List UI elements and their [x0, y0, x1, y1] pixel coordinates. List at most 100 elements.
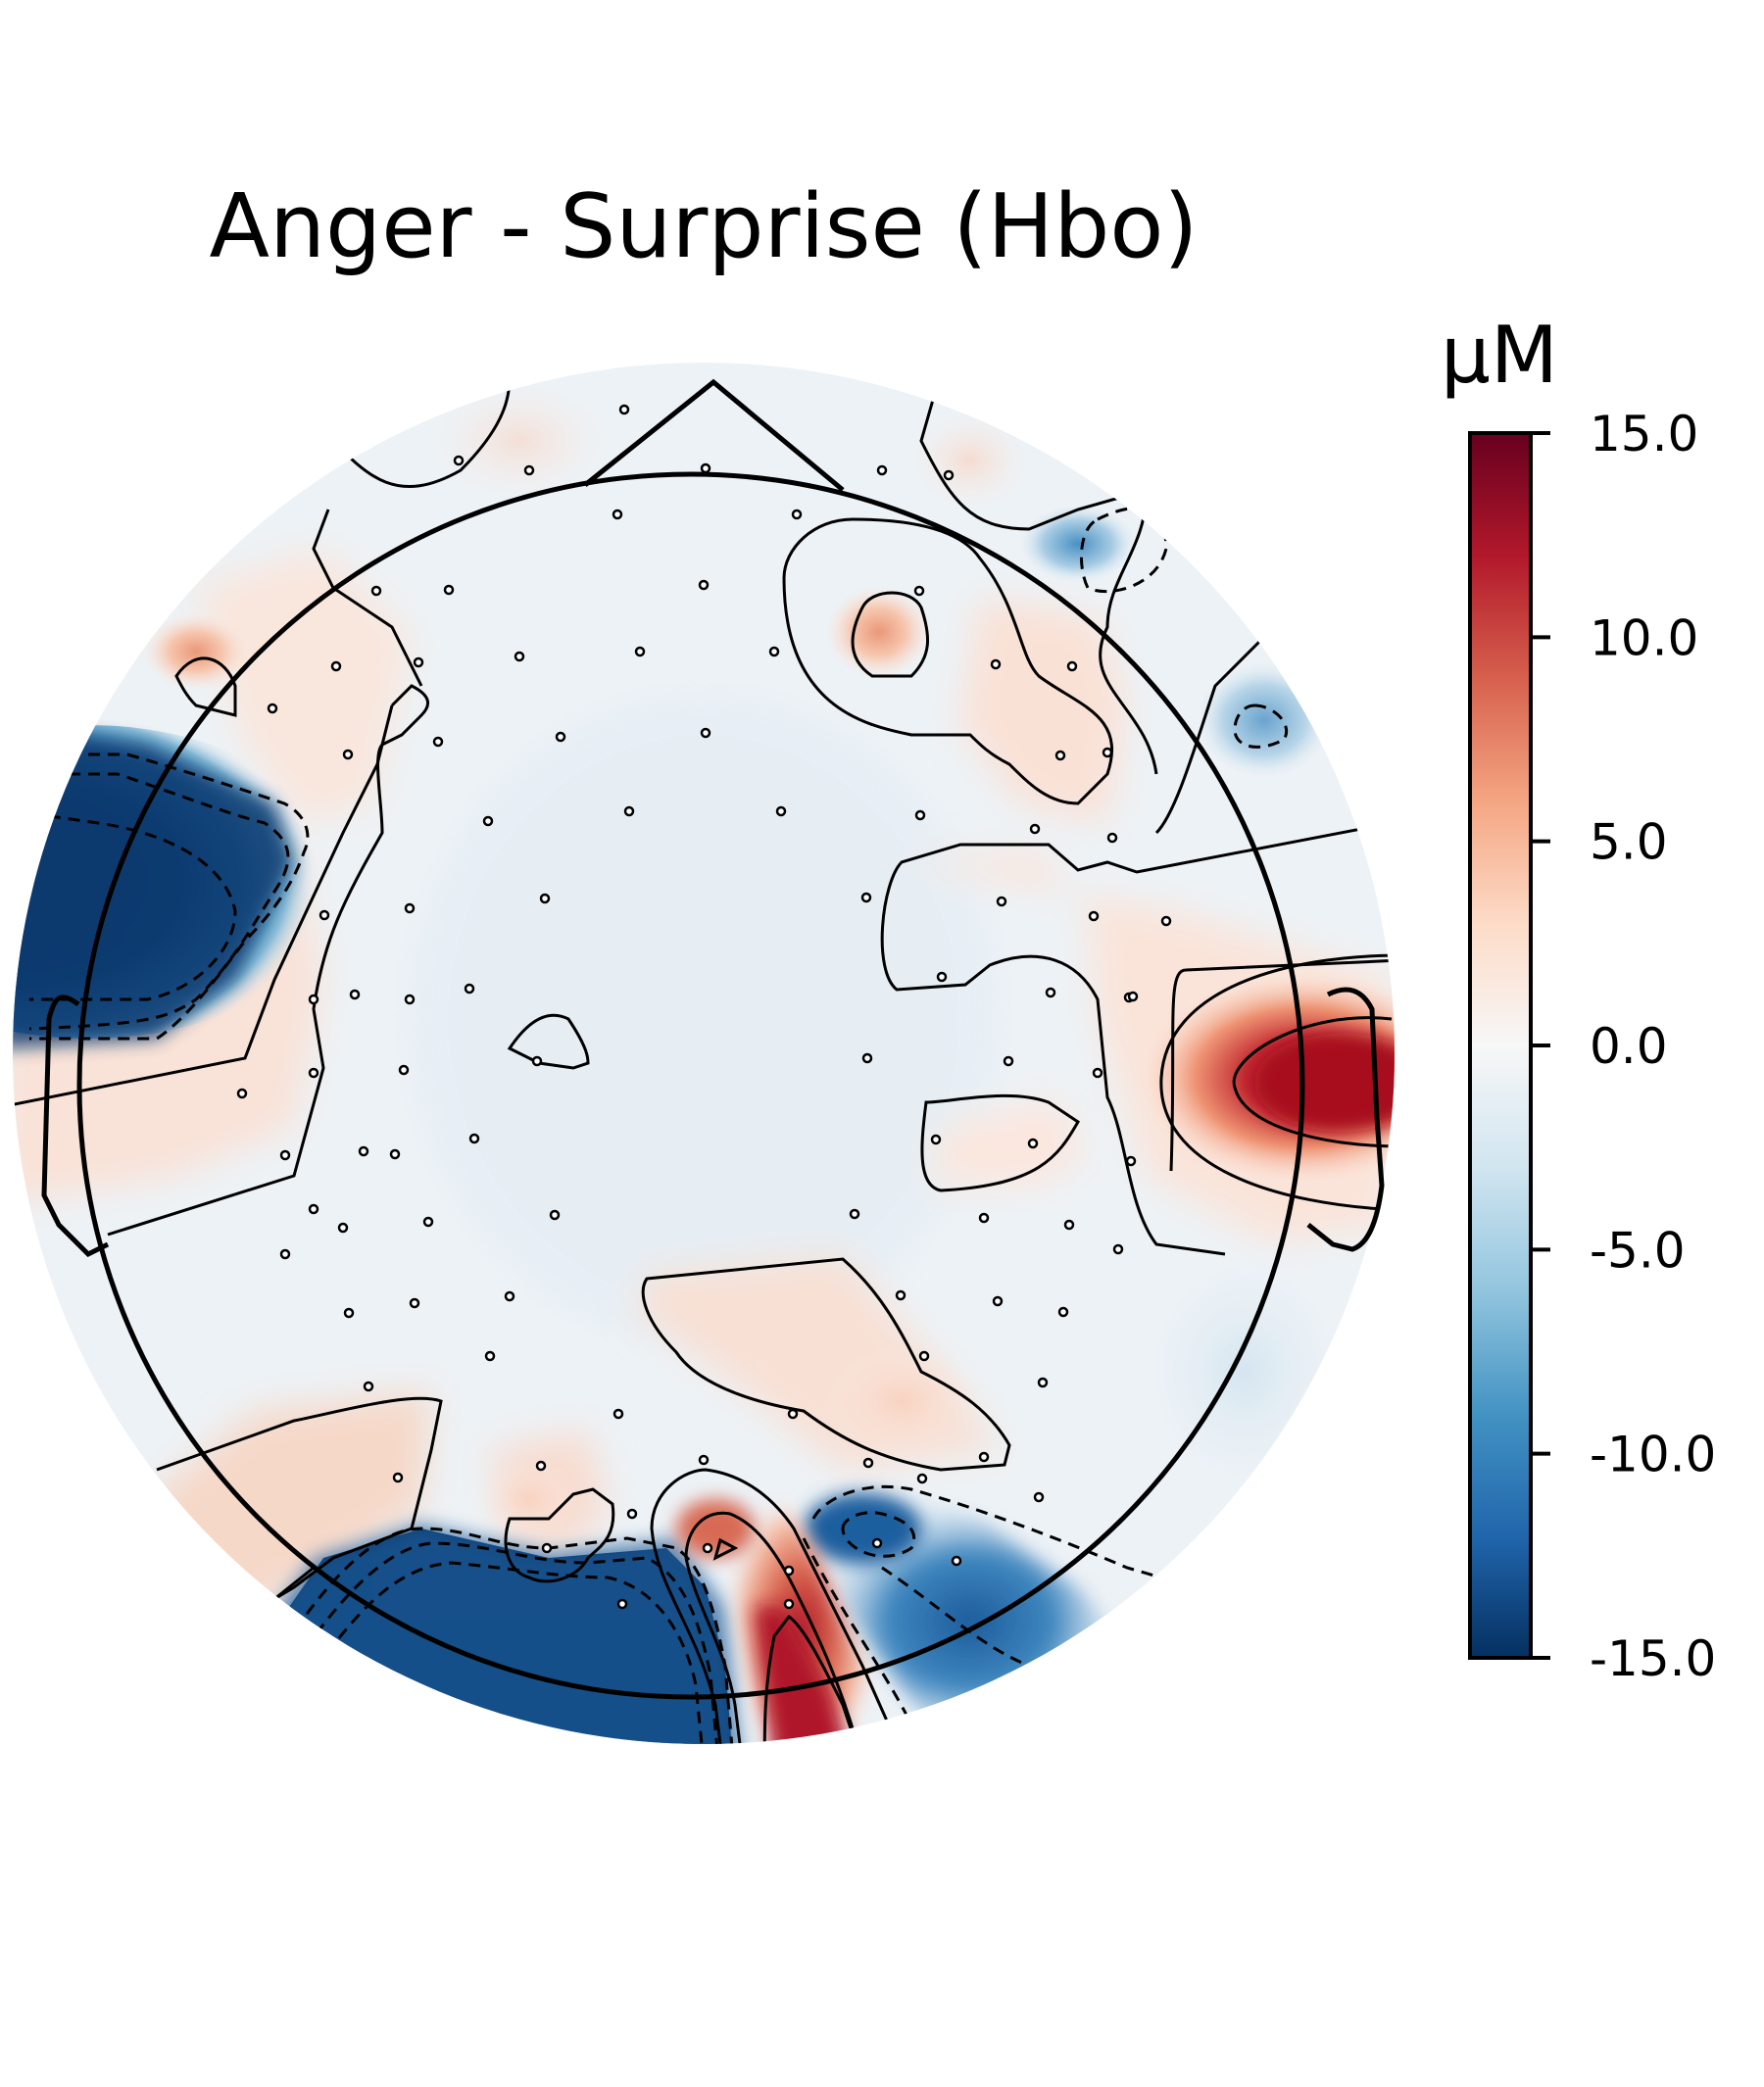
sensor-point [1037, 1377, 1049, 1388]
sensor-point [422, 1216, 434, 1228]
sensor-point [342, 749, 354, 760]
sensor-point [555, 731, 566, 743]
sensor-point [236, 1088, 248, 1099]
sensor-point [318, 909, 330, 921]
right-ear-outline [1306, 987, 1385, 1252]
head-outline [41, 378, 1385, 1700]
sensor-point [358, 1145, 369, 1157]
sensor-point [992, 1295, 1004, 1307]
sensor-point [783, 1598, 795, 1610]
colorbar-tick-label: 5.0 [1590, 814, 1668, 871]
sensor-point [389, 1148, 401, 1160]
sensor-point [1106, 832, 1118, 844]
sensor-point [464, 983, 475, 995]
sensor-point [539, 893, 551, 904]
nose-outline [583, 378, 845, 492]
sensor-point [775, 805, 787, 817]
sensor-markers [236, 404, 1172, 1610]
sensor-point [279, 1149, 291, 1161]
sensor-point [930, 1134, 942, 1145]
sensor-point [308, 994, 319, 1005]
sensor-point [618, 404, 630, 415]
sensor-point [1063, 1219, 1075, 1231]
sensor-point [392, 1472, 404, 1483]
sensor-point [787, 1408, 799, 1420]
sensor-point [484, 1350, 496, 1362]
sensor-point [349, 989, 361, 1000]
sensor-point [1092, 1067, 1103, 1079]
colorbar-tick-label: 0.0 [1590, 1018, 1668, 1075]
topomap-field [13, 363, 1395, 1744]
sensor-point [514, 651, 525, 662]
sensor-point [876, 464, 888, 476]
sensor-point [914, 809, 926, 821]
sensor-point [370, 585, 382, 597]
sensor-point [337, 1222, 349, 1234]
sensor-point [698, 579, 710, 591]
sensor-point [916, 1473, 928, 1484]
sensor-point [1102, 747, 1113, 758]
sensor-point [432, 736, 444, 748]
sensor-point [700, 727, 711, 739]
sensor-point [541, 1542, 553, 1554]
colorbar-tick-label: -10.0 [1590, 1427, 1716, 1483]
sensor-point [702, 1542, 713, 1554]
sensor-point [1033, 1491, 1045, 1503]
sensor-point [698, 1454, 710, 1466]
sensor-point [504, 1290, 515, 1302]
sensor-point [308, 1067, 319, 1079]
sensor-point [468, 1133, 480, 1144]
sensor-point [860, 892, 872, 903]
sensor-point [1127, 991, 1139, 1002]
sensor-point [443, 584, 455, 596]
sensor-point [1054, 750, 1066, 761]
sensor-point [1057, 1306, 1069, 1318]
sensor-point [918, 1350, 930, 1362]
sensor-point [936, 971, 948, 983]
sensor-point [996, 896, 1007, 907]
sensor-point [634, 646, 646, 657]
colorbar-label: µM [1441, 310, 1558, 401]
sensor-point [1160, 915, 1172, 927]
sensor-point [768, 646, 780, 657]
sensor-point [531, 1055, 543, 1067]
colorbar-gradient [1468, 431, 1533, 1660]
colorbar-ticks: 15.0 10.0 5.0 0.0 -5.0 -10.0 -15.0 [1531, 406, 1716, 1687]
colorbar-tick-label: -15.0 [1590, 1630, 1716, 1687]
sensor-point [623, 805, 635, 817]
sensor-point [1066, 660, 1078, 672]
sensor-point [951, 1555, 962, 1567]
sensor-point [535, 1460, 547, 1472]
sensor-point [862, 1457, 874, 1469]
sensor-point [913, 585, 925, 597]
colorbar-tick-label: 10.0 [1590, 609, 1698, 666]
sensor-point [1029, 823, 1041, 835]
sensor-point [612, 509, 623, 520]
chart-title: Anger - Surprise (Hbo) [209, 175, 1198, 278]
sensor-point [308, 1203, 319, 1215]
sensor-point [413, 656, 424, 668]
sensor-point [363, 1381, 374, 1392]
sensor-point [700, 462, 711, 474]
sensor-point [398, 1064, 410, 1076]
colorbar-tick-label: -5.0 [1590, 1222, 1686, 1279]
sensor-point [616, 1598, 628, 1610]
sensor-point [453, 455, 465, 466]
sensor-point [1088, 910, 1100, 922]
sensor-point [871, 1537, 883, 1549]
sensor-point [279, 1248, 291, 1260]
sensor-point [783, 1565, 795, 1577]
sensor-point [990, 658, 1002, 670]
sensor-point [612, 1408, 624, 1420]
sensor-point [404, 994, 416, 1005]
sensor-point [523, 464, 535, 476]
sensor-point [1125, 1155, 1137, 1167]
sensor-point [404, 902, 416, 914]
sensor-point [626, 1508, 638, 1520]
sensor-point [849, 1208, 860, 1220]
sensor-point [943, 469, 955, 481]
sensor-point [482, 815, 494, 827]
sensor-point [549, 1209, 561, 1221]
colorbar: µM 15.0 10.0 5.0 0.0 -5.0 -10.0 -15.0 [1441, 310, 1716, 1687]
